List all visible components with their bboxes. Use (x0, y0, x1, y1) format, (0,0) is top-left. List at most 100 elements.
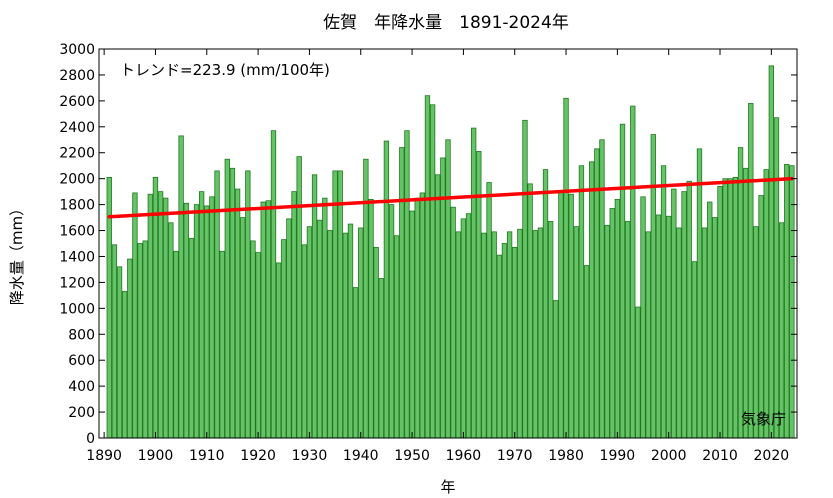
bar-2009 (712, 217, 718, 439)
bar-1994 (635, 306, 641, 439)
bar-1959 (455, 231, 461, 439)
bar-2005 (691, 261, 698, 439)
bar-1979 (558, 191, 564, 439)
x-tick-label: 2000 (651, 448, 687, 464)
bar-2022 (778, 222, 785, 439)
bar-2001 (671, 188, 677, 439)
y-tick-label: 0 (86, 431, 95, 447)
bar-2006 (696, 148, 703, 439)
x-tick-label: 1940 (343, 448, 379, 464)
bar-1914 (224, 158, 230, 439)
bar-1900 (152, 176, 159, 439)
y-tick-label: 1800 (59, 198, 95, 214)
bar-1970 (512, 246, 518, 439)
bar-1955 (435, 174, 441, 439)
x-tick-label: 1900 (138, 448, 174, 464)
bar-1996 (645, 231, 651, 439)
bar-2002 (676, 227, 682, 439)
bar-1952 (419, 192, 426, 439)
bar-1932 (317, 219, 323, 439)
bar-1910 (204, 205, 210, 439)
bar-1913 (219, 250, 225, 439)
bar-1945 (383, 140, 390, 439)
bar-1908 (193, 204, 200, 439)
bar-1935 (332, 170, 338, 439)
bar-1904 (173, 250, 179, 439)
bar-1911 (209, 196, 215, 439)
bar-1921 (260, 201, 266, 439)
source-label: 気象庁 (741, 410, 786, 428)
y-tick-label: 400 (68, 379, 95, 395)
bar-1934 (327, 230, 333, 439)
bar-1903 (168, 222, 174, 439)
bar-1916 (234, 188, 241, 439)
bar-1988 (604, 224, 610, 439)
bar-1989 (609, 208, 615, 439)
bar-1964 (481, 232, 487, 439)
bar-1918 (245, 170, 251, 439)
bar-1984 (583, 265, 590, 439)
bar-1961 (465, 213, 472, 439)
bar-1899 (147, 193, 153, 439)
bar-1949 (404, 130, 410, 439)
bar-2013 (732, 176, 739, 439)
x-tick-label: 1970 (497, 448, 533, 464)
bar-1971 (517, 228, 523, 439)
bar-2018 (758, 195, 764, 439)
bar-1907 (188, 237, 195, 439)
y-tick-label: 800 (68, 327, 95, 343)
bar-1990 (614, 199, 621, 439)
bar-1974 (532, 230, 538, 439)
y-tick-label: 2800 (59, 68, 95, 84)
bar-1920 (255, 252, 261, 439)
bar-1939 (352, 287, 359, 439)
bar-1944 (378, 278, 384, 439)
bar-1947 (394, 235, 400, 439)
y-axis-label: 降水量（mm） (8, 201, 26, 305)
trend-label: トレンド=223.9 (mm/100年) (120, 61, 330, 79)
bar-2000 (666, 215, 672, 439)
x-tick-label: 1910 (189, 448, 225, 464)
bar-1893 (116, 266, 123, 439)
bar-1922 (265, 200, 272, 439)
bar-2015 (743, 167, 749, 439)
bar-1982 (573, 226, 579, 439)
x-tick-label: 1930 (292, 448, 328, 464)
bar-1958 (450, 206, 456, 439)
bar-2023 (784, 163, 790, 439)
bar-1995 (640, 196, 646, 439)
bar-2011 (722, 178, 728, 439)
bar-1897 (137, 243, 143, 439)
bar-1954 (429, 104, 436, 439)
y-tick-label: 1400 (59, 249, 95, 265)
bar-1938 (347, 223, 354, 439)
bar-1960 (460, 218, 467, 439)
bar-1930 (306, 226, 313, 439)
bar-1933 (322, 197, 328, 439)
bar-1926 (286, 218, 292, 439)
x-tick-label: 1990 (600, 448, 636, 464)
bar-1946 (388, 204, 395, 439)
y-tick-label: 2000 (59, 172, 95, 188)
bar-1931 (311, 174, 318, 439)
bar-1967 (496, 254, 502, 439)
bar-1909 (198, 191, 205, 439)
bar-1969 (506, 231, 513, 439)
bar-1905 (178, 135, 184, 439)
bar-1894 (122, 291, 128, 439)
bar-1902 (163, 197, 169, 439)
bar-1943 (373, 246, 379, 439)
bar-1950 (409, 210, 415, 439)
bar-1906 (183, 202, 189, 439)
bar-1976 (542, 169, 549, 439)
bar-2004 (686, 180, 692, 439)
bar-2024 (789, 165, 795, 439)
bar-1901 (157, 191, 164, 439)
bar-1937 (342, 232, 349, 439)
y-tick-label: 2600 (59, 94, 95, 110)
bar-2020 (768, 65, 775, 439)
bar-1925 (281, 239, 287, 439)
x-tick-label: 1960 (446, 448, 482, 464)
bar-2012 (727, 178, 733, 439)
